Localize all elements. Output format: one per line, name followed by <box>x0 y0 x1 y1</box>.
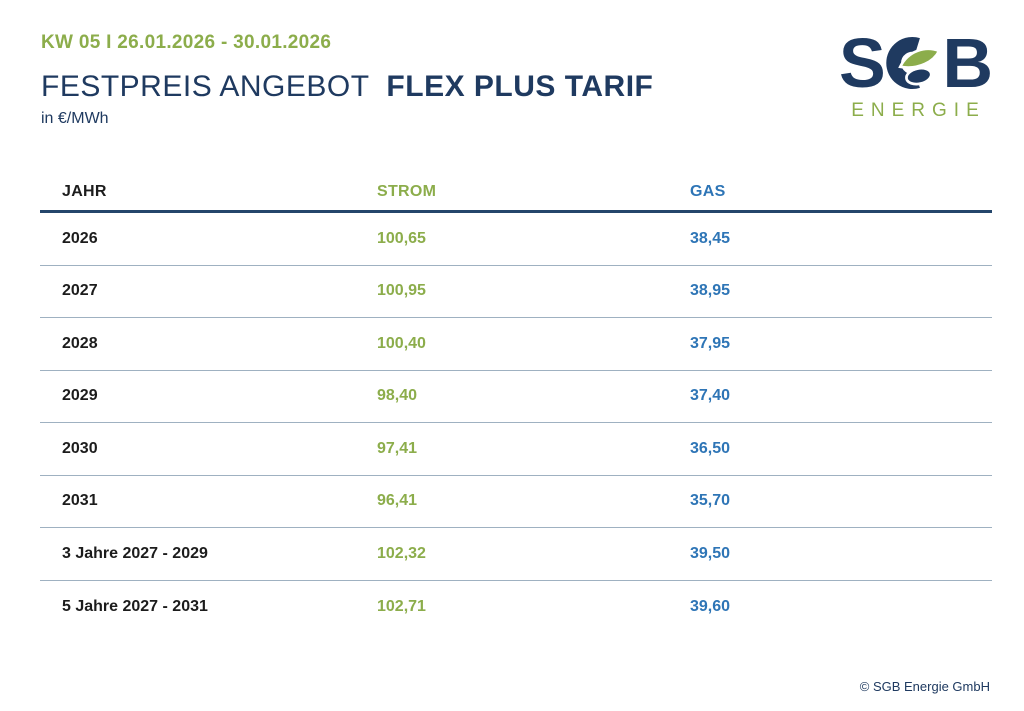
table-row: 2027 100,95 38,95 <box>40 266 992 318</box>
strom-value: 100,65 <box>377 229 426 247</box>
strom-value: 97,41 <box>377 439 418 457</box>
row-label: 3 Jahre 2027 - 2029 <box>62 544 208 562</box>
calendar-week-label: KW 05 I 26.01.2026 - 30.01.2026 <box>41 32 332 53</box>
table-row: 2030 97,41 36,50 <box>40 423 992 476</box>
gas-value: 39,60 <box>690 597 731 615</box>
strom-value: 100,95 <box>377 282 426 300</box>
row-label: 2027 <box>62 282 98 300</box>
row-label: 2031 <box>62 492 98 510</box>
gas-value: 35,70 <box>690 492 731 510</box>
gas-value: 37,40 <box>690 387 731 405</box>
row-label: 5 Jahre 2027 - 2031 <box>62 597 208 615</box>
row-label: 2028 <box>62 334 98 352</box>
strom-value: 100,40 <box>377 334 426 352</box>
row-label: 2030 <box>62 439 98 457</box>
column-header-jahr: JAHR <box>62 182 107 200</box>
sgb-logo: S B ENERGIE <box>839 24 993 122</box>
row-label: 2029 <box>62 387 98 405</box>
table-row: 3 Jahre 2027 - 2029 102,32 39,50 <box>40 528 992 581</box>
page-title-regular: FESTPREIS ANGEBOT <box>41 70 370 103</box>
price-table: JAHR STROM GAS 2026 100,65 38,45 2027 10… <box>40 173 992 633</box>
column-header-gas: GAS <box>690 182 726 200</box>
logo-g-swoosh-icon <box>886 37 941 89</box>
strom-value: 102,32 <box>377 544 426 562</box>
unit-label: in €/MWh <box>41 110 109 127</box>
table-row: 2031 96,41 35,70 <box>40 476 992 528</box>
gas-value: 38,95 <box>690 282 731 300</box>
gas-value: 36,50 <box>690 439 731 457</box>
header: KW 05 I 26.01.2026 - 30.01.2026 FESTPREI… <box>41 32 653 128</box>
logo-subtitle: ENERGIE <box>851 100 986 121</box>
table-row: 5 Jahre 2027 - 2031 102,71 39,60 <box>40 581 992 634</box>
table-row: 2026 100,65 38,45 <box>40 213 992 266</box>
strom-value: 96,41 <box>377 492 418 510</box>
table-row: 2029 98,40 37,40 <box>40 371 992 423</box>
gas-value: 37,95 <box>690 334 731 352</box>
table-row: 2028 100,40 37,95 <box>40 318 992 371</box>
page-title-bold: FLEX PLUS TARIF <box>386 70 654 103</box>
page-title: FESTPREIS ANGEBOT FLEX PLUS TARIF <box>41 70 653 104</box>
strom-value: 102,71 <box>377 597 426 615</box>
sgb-logo-wordmark: S B <box>839 24 993 102</box>
gas-value: 39,50 <box>690 544 731 562</box>
table-header-row: JAHR STROM GAS <box>40 173 992 213</box>
logo-letter-s: S <box>839 24 886 102</box>
copyright-label: © SGB Energie GmbH <box>859 679 990 694</box>
row-label: 2026 <box>62 229 98 247</box>
gas-value: 38,45 <box>690 229 731 247</box>
logo-letter-b: B <box>942 24 993 102</box>
strom-value: 98,40 <box>377 387 418 405</box>
column-header-strom: STROM <box>377 182 437 200</box>
